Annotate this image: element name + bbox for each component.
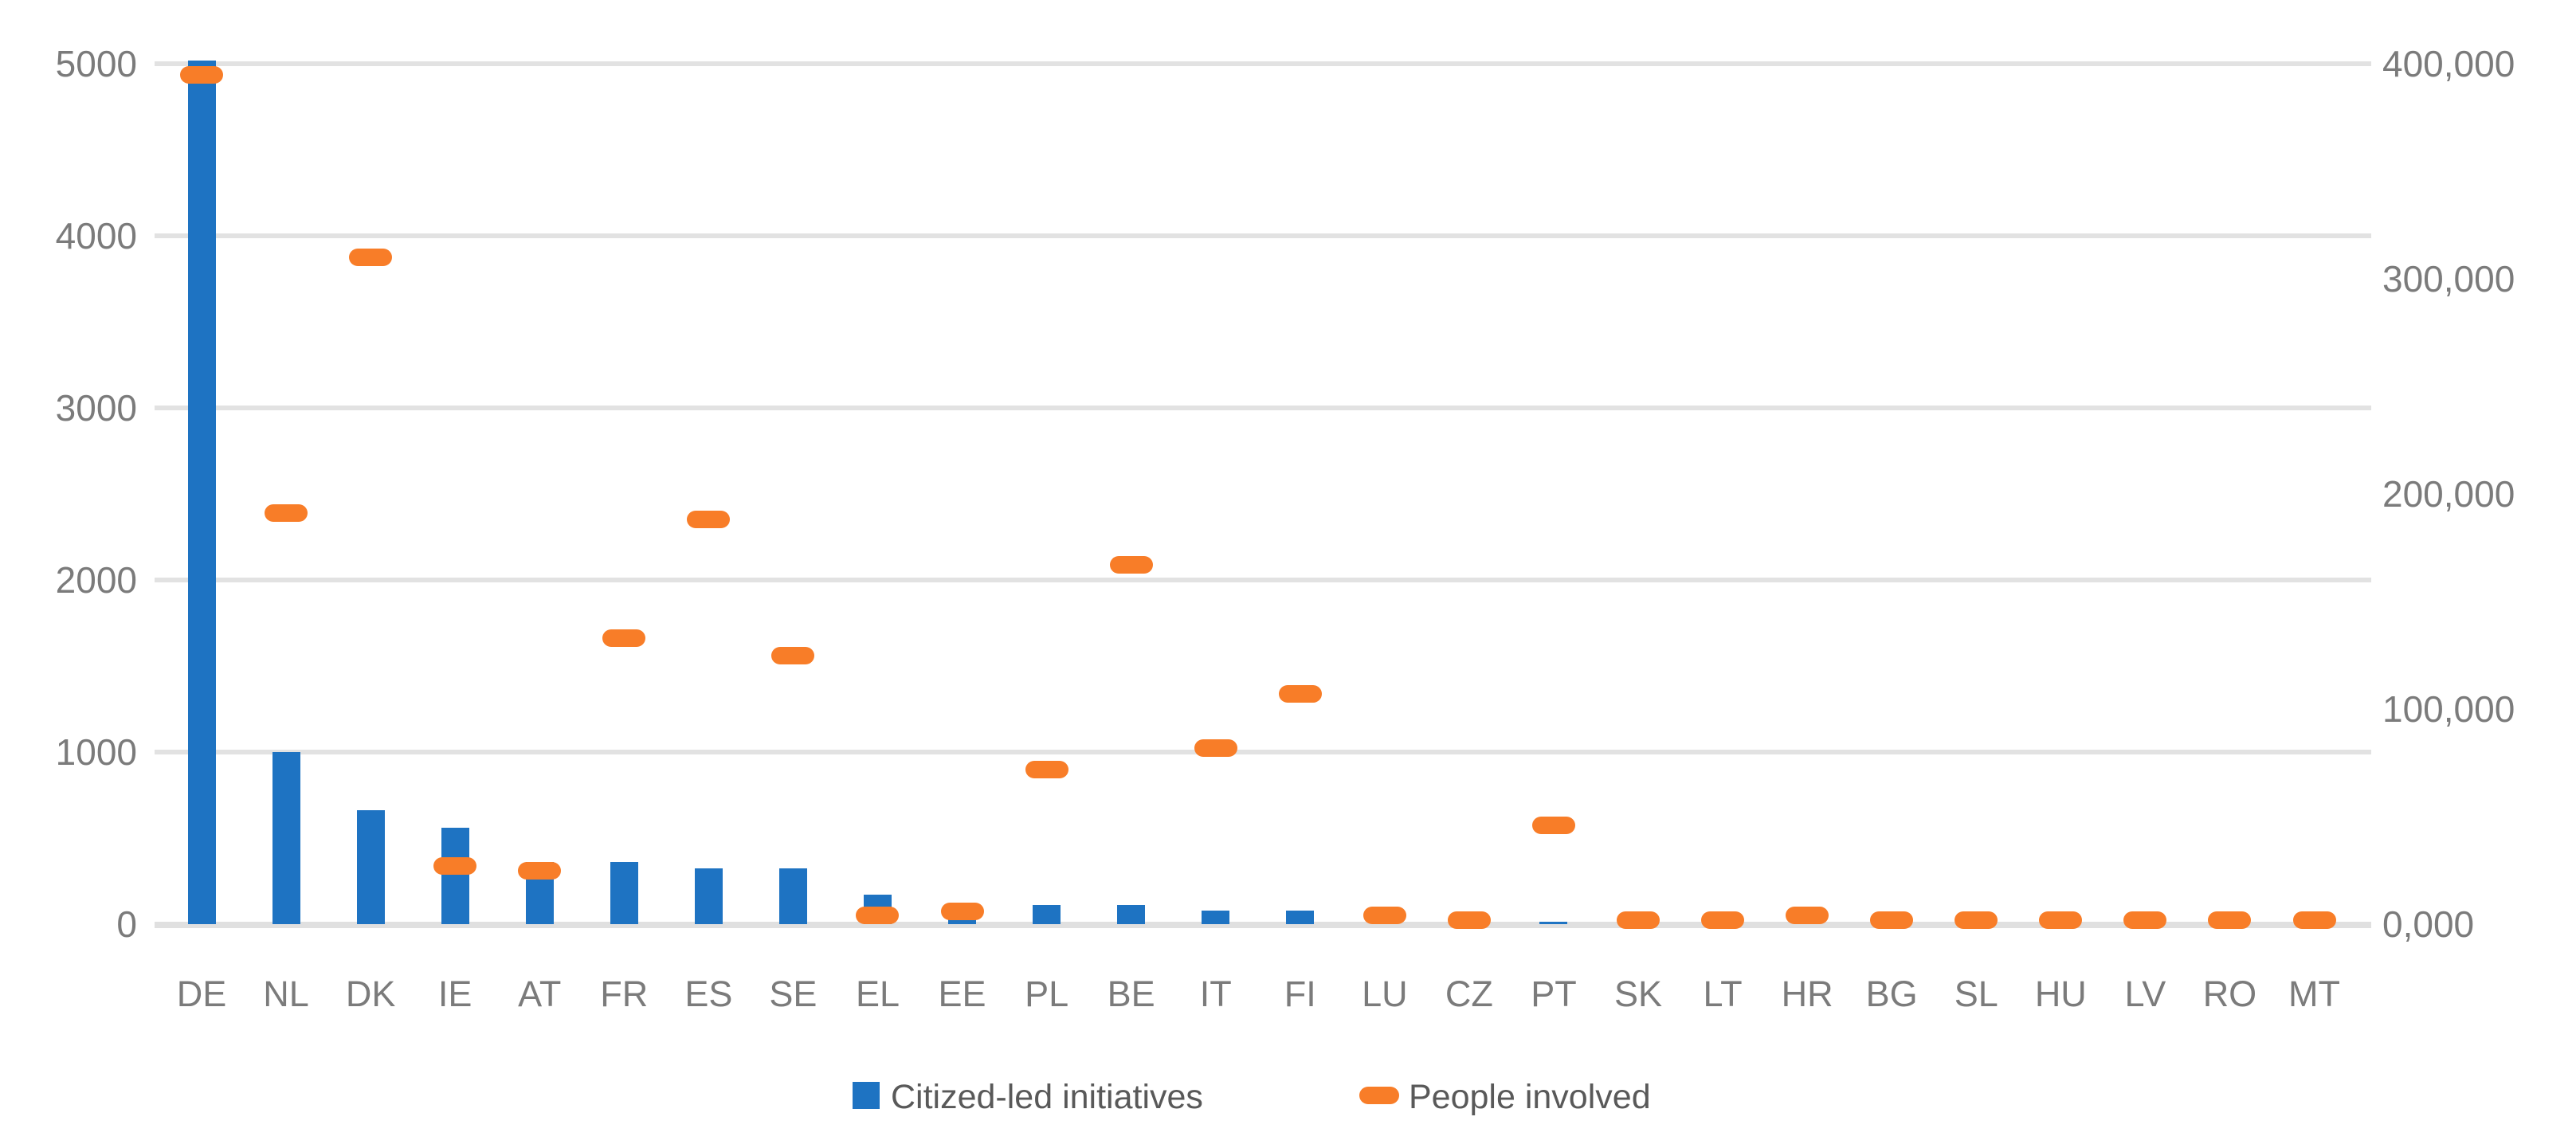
left-axis-tick: 2000 xyxy=(55,559,137,601)
left-axis-tick: 0 xyxy=(116,903,137,945)
x-axis-label-PL: PL xyxy=(1025,974,1069,1014)
x-axis-label-AT: AT xyxy=(518,974,562,1014)
x-axis-label-SL: SL xyxy=(1954,974,1998,1014)
dash-ES xyxy=(687,511,731,529)
dash-LU xyxy=(1362,907,1406,925)
gridline xyxy=(155,750,2371,754)
x-axis-label-DK: DK xyxy=(345,974,396,1014)
x-axis-label-PT: PT xyxy=(1531,974,1577,1014)
right-axis-tick: 100,000 xyxy=(2382,688,2515,730)
x-axis-label-MT: MT xyxy=(2288,974,2340,1014)
bar-BE xyxy=(1117,905,1146,924)
bar-DE xyxy=(187,60,216,924)
x-axis-label-HU: HU xyxy=(2034,974,2087,1014)
chart-legend: Citized-led initiatives People involved xyxy=(0,1074,2576,1122)
bar-IT xyxy=(1202,910,1230,924)
x-axis-label-SE: SE xyxy=(769,974,817,1014)
dash-FI xyxy=(1278,685,1322,703)
x-axis-label-RO: RO xyxy=(2202,974,2257,1014)
x-axis-label-CZ: CZ xyxy=(1445,974,1493,1014)
dash-EE xyxy=(940,902,984,920)
gridline xyxy=(155,61,2371,66)
legend-label-initiatives: Citized-led initiatives xyxy=(891,1078,1203,1116)
dash-BE xyxy=(1109,556,1153,574)
x-axis-label-NL: NL xyxy=(263,974,309,1014)
dash-FR xyxy=(602,629,646,647)
right-axis-tick: 300,000 xyxy=(2382,258,2515,300)
right-axis-tick: 400,000 xyxy=(2382,43,2515,84)
x-axis-label-HR: HR xyxy=(1781,974,1833,1014)
gridline xyxy=(155,406,2371,410)
x-axis-label-EE: EE xyxy=(938,974,986,1014)
dash-HR xyxy=(1786,907,1829,925)
dash-LT xyxy=(1701,911,1745,929)
dash-AT xyxy=(518,861,562,880)
x-axis-label-IE: IE xyxy=(437,974,472,1014)
left-axis-tick: 3000 xyxy=(55,387,137,429)
dash-PL xyxy=(1025,760,1068,778)
dash-NL xyxy=(265,504,308,523)
x-axis-label-FI: FI xyxy=(1284,974,1316,1014)
dash-HU xyxy=(2039,911,2083,929)
dash-IT xyxy=(1194,739,1237,757)
legend-label-people: People involved xyxy=(1409,1078,1651,1116)
dash-MT xyxy=(2292,911,2336,929)
dash-BG xyxy=(1870,911,1914,929)
legend-swatch-initiatives xyxy=(853,1082,880,1109)
x-axis-label-IT: IT xyxy=(1199,974,1232,1014)
gridline xyxy=(155,233,2371,238)
left-axis-tick: 1000 xyxy=(55,731,137,773)
bar-DK xyxy=(356,810,385,924)
dash-CZ xyxy=(1447,911,1491,929)
dash-SK xyxy=(1617,911,1660,929)
left-axis-tick: 4000 xyxy=(55,215,137,257)
dash-LV xyxy=(2123,911,2167,929)
bar-SE xyxy=(778,868,807,924)
gridline xyxy=(155,578,2371,582)
x-axis-label-LT: LT xyxy=(1703,974,1743,1014)
dash-DK xyxy=(349,249,393,266)
right-axis-tick: 200,000 xyxy=(2382,473,2515,515)
plot-area xyxy=(155,60,2371,929)
bar-IE xyxy=(441,828,469,924)
dash-DE xyxy=(180,65,223,84)
x-axis-label-FR: FR xyxy=(600,974,649,1014)
x-axis-label-DE: DE xyxy=(176,974,227,1014)
dash-PT xyxy=(1531,816,1575,834)
right-axis-tick: 0,000 xyxy=(2382,903,2475,945)
x-axis-label-SK: SK xyxy=(1614,974,1663,1014)
x-axis-label-LV: LV xyxy=(2124,974,2166,1014)
x-axis-label-LU: LU xyxy=(1362,974,1408,1014)
left-axis-tick: 5000 xyxy=(55,43,137,84)
dash-RO xyxy=(2208,911,2252,929)
x-axis-zero-line xyxy=(155,922,2371,928)
dash-SL xyxy=(1955,911,1998,929)
dash-SE xyxy=(771,646,815,664)
dash-EL xyxy=(856,907,900,925)
bar-ES xyxy=(694,868,723,924)
x-axis-label-EL: EL xyxy=(855,974,900,1014)
x-axis-label-BG: BG xyxy=(1865,974,1918,1014)
dash-IE xyxy=(433,857,477,876)
bar-NL xyxy=(272,752,300,924)
bar-FR xyxy=(610,862,638,924)
x-axis-label-ES: ES xyxy=(684,974,733,1014)
x-axis-label-BE: BE xyxy=(1107,974,1155,1014)
bar-PL xyxy=(1033,905,1061,924)
bar-FI xyxy=(1286,910,1315,924)
legend-swatch-people xyxy=(1359,1087,1399,1104)
bar-PT xyxy=(1539,921,1568,924)
